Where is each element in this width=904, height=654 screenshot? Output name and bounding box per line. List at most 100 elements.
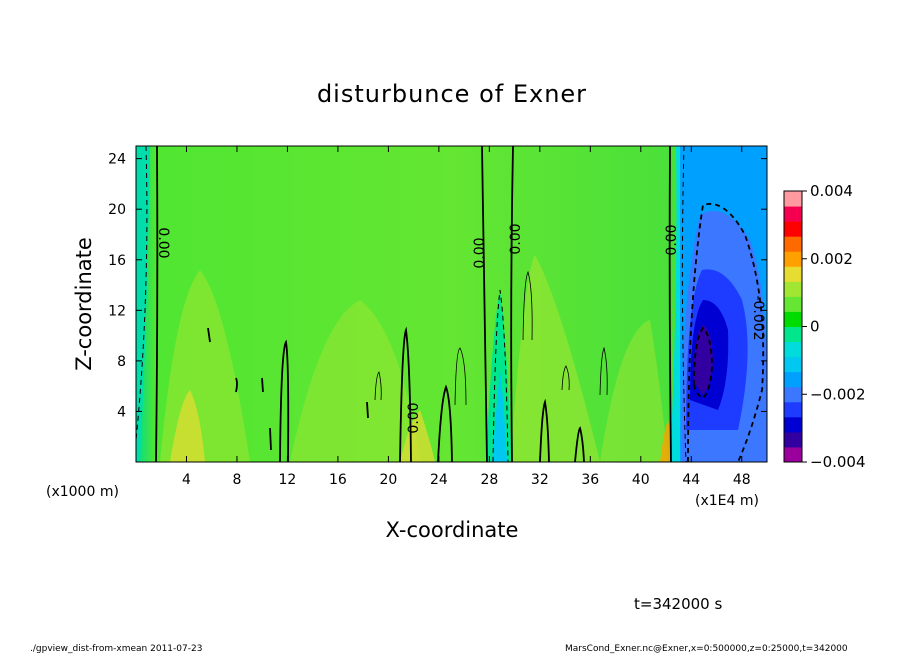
field-region: [693, 325, 713, 395]
field-region: [290, 300, 420, 462]
colorbar-band: [784, 311, 802, 327]
contour-line: [492, 289, 509, 463]
contour-line: [135, 145, 148, 441]
colorbar-band: [784, 281, 802, 297]
footer-left: ./gpview_dist-from-xmean 2011-07-23: [30, 644, 202, 654]
colorbar-band: [784, 251, 802, 267]
field-region: [492, 370, 507, 462]
field-region: [486, 290, 512, 462]
colorbar-tick-label: −0.004: [810, 453, 866, 471]
x-tick-label: 12: [279, 472, 297, 488]
contour-line: [599, 346, 608, 396]
y-tick-label: 20: [108, 202, 126, 218]
field-region: [510, 255, 600, 462]
contour-line: [399, 326, 412, 463]
plot-frame: [135, 145, 768, 463]
field-region: [400, 410, 435, 462]
contour-line: [261, 377, 264, 393]
colorbar-band: [784, 206, 802, 222]
contour-line: [574, 426, 585, 463]
y-tick-label: 24: [108, 152, 126, 168]
contour-line: [687, 203, 765, 463]
contour-line: [561, 365, 570, 391]
x-tick-label: 24: [430, 472, 448, 488]
colorbar-band: [784, 341, 802, 358]
contour-line: [269, 427, 272, 451]
colorbar-band: [784, 371, 802, 388]
contour-line: [454, 347, 467, 406]
x-tick-label: 8: [232, 472, 241, 488]
colorbar-tick-label: 0.002: [810, 250, 853, 268]
colorbar-band: [784, 431, 802, 448]
colorbar-tick-label: −0.002: [810, 385, 866, 403]
x-tick-label: 4: [182, 472, 191, 488]
contour-line: [693, 326, 713, 400]
x-tick-label: 48: [733, 472, 751, 488]
field-region: [600, 320, 668, 462]
colorbar-band: [784, 416, 802, 433]
plot-area: 0.00 0.00 0.00 0.00 0.00 -0.002: [135, 145, 768, 463]
contour-line: [510, 145, 514, 463]
x-tick-label: 32: [531, 472, 549, 488]
y-tick-label: 4: [117, 404, 126, 420]
contour-line: [279, 339, 290, 463]
contour-label: -0.002: [750, 295, 766, 340]
colorbar-ticks: 0.004 0.002 0 −0.002 −0.004: [802, 182, 866, 471]
contour-line: [235, 377, 238, 393]
contour-line: [539, 398, 550, 463]
colorbar-band: [784, 326, 802, 343]
colorbar-band: [784, 191, 802, 207]
colorbar-band: [784, 221, 802, 237]
heatmap-field: [136, 146, 767, 462]
negative-contours: [135, 145, 765, 463]
colorbar: 0.004 0.002 0 −0.002 −0.004: [783, 182, 866, 471]
field-region: [136, 146, 150, 462]
thin-contours: [374, 270, 608, 406]
footer-right: MarsCond_Exner.nc@Exner,x=0:500000,z=0:2…: [565, 644, 848, 654]
colorbar-band: [784, 266, 802, 282]
colorbar-band: [784, 401, 802, 418]
contour-lines: [155, 145, 672, 463]
contour-label: 0.00: [472, 237, 488, 268]
field-region: [170, 390, 205, 462]
contour-label: 0.00: [664, 224, 680, 255]
colorbar-band: [784, 356, 802, 373]
x-unit-note: (x1000 m): [46, 484, 119, 500]
x-axis: 4 8 12 16 20 24 28 32 36 40 44 48: [182, 146, 751, 488]
chart-title: disturbunce of Exner: [317, 80, 587, 108]
contour-line: [668, 145, 672, 463]
contour-line: [366, 401, 369, 419]
y-tick-label: 8: [117, 354, 126, 370]
contour-label: 0.00: [155, 227, 171, 258]
contour-label: 0.00: [508, 223, 524, 254]
x-tick-label: 16: [329, 472, 347, 488]
time-annotation: t=342000 s: [634, 595, 722, 613]
x-tick-label: 36: [581, 472, 599, 488]
contour-line: [681, 145, 687, 463]
contour-line: [522, 270, 533, 341]
colorbar-band: [784, 236, 802, 252]
contour-labels: 0.00 0.00 0.00 0.00 0.00 -0.002: [155, 223, 766, 433]
colorbar-tick-label: 0: [810, 318, 820, 336]
x-scale-note: (x1E4 m): [695, 493, 759, 509]
x-axis-label: X-coordinate: [386, 518, 519, 542]
colorbar-bands: [784, 191, 802, 463]
contour-line: [207, 327, 211, 343]
x-tick-label: 44: [682, 472, 700, 488]
x-tick-label: 28: [480, 472, 498, 488]
colorbar-band: [784, 446, 802, 463]
contour-line: [437, 384, 453, 463]
contour-label: 0.00: [406, 402, 422, 433]
contour-line: [155, 145, 159, 463]
y-tick-label: 16: [108, 253, 126, 269]
y-tick-label: 12: [108, 303, 126, 319]
colorbar-band: [784, 296, 802, 312]
x-tick-label: 20: [379, 472, 397, 488]
contour-line: [481, 145, 488, 463]
x-tick-label: 40: [632, 472, 650, 488]
colorbar-band: [784, 386, 802, 403]
y-axis-label: Z-coordinate: [72, 237, 96, 371]
contour-line: [374, 371, 382, 401]
y-axis: 4 8 12 16 20 24: [108, 152, 767, 420]
